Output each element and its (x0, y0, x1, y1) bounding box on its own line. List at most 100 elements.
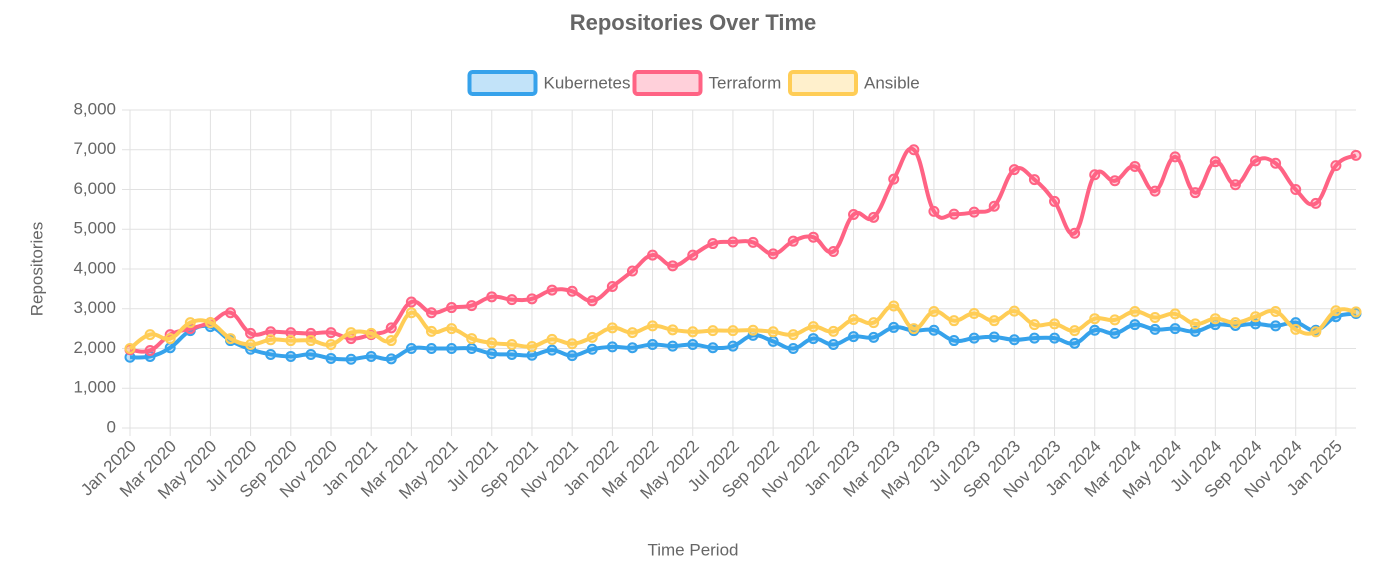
data-point (1028, 319, 1040, 331)
data-point (767, 248, 779, 260)
data-point (928, 205, 940, 217)
data-point (1129, 160, 1141, 172)
data-point (928, 306, 940, 318)
data-point (606, 341, 618, 353)
data-point (667, 340, 679, 352)
data-point (1310, 326, 1322, 338)
data-point (164, 342, 176, 354)
legend-swatch[interactable] (788, 70, 858, 96)
data-point (1129, 306, 1141, 318)
data-point (727, 325, 739, 337)
data-point (1008, 334, 1020, 346)
data-point (446, 323, 458, 335)
data-point (888, 321, 900, 333)
data-point (868, 331, 880, 343)
data-point (807, 321, 819, 333)
data-point (586, 331, 598, 343)
series-line (129, 311, 1357, 362)
data-point (566, 285, 578, 297)
data-point (988, 331, 1000, 343)
data-point (425, 307, 437, 319)
data-point (486, 291, 498, 303)
data-point (687, 249, 699, 261)
data-point (1290, 184, 1302, 195)
data-point (928, 324, 940, 336)
data-point (787, 235, 799, 247)
data-point (586, 295, 598, 307)
data-point (1089, 313, 1101, 325)
legend-item[interactable]: Terraform (632, 70, 782, 96)
data-point (1049, 318, 1061, 330)
data-point (647, 339, 659, 351)
data-point (747, 324, 759, 336)
data-point (1350, 149, 1362, 161)
data-point (1069, 325, 1081, 337)
data-point (626, 327, 638, 339)
data-point (687, 326, 699, 338)
data-point (184, 317, 196, 329)
data-point (446, 302, 458, 314)
data-point (265, 326, 277, 338)
data-point (586, 343, 598, 355)
data-point (546, 333, 558, 345)
data-point (1149, 185, 1161, 197)
y-tick-label: 5,000 (73, 219, 116, 238)
data-point (1189, 187, 1201, 199)
data-point (305, 335, 317, 347)
y-tick-label: 4,000 (73, 258, 116, 277)
legend-item[interactable]: Ansible (788, 70, 920, 96)
legend-item[interactable]: Kubernetes (467, 70, 631, 96)
data-point (144, 329, 156, 341)
data-point (626, 342, 638, 354)
data-point (1229, 317, 1241, 329)
series-line (129, 146, 1357, 354)
data-point (526, 341, 538, 353)
data-point (1109, 314, 1121, 326)
data-point (526, 349, 538, 361)
data-point (1209, 313, 1221, 325)
legend-swatch[interactable] (632, 70, 703, 96)
y-tick-label: 2,000 (73, 338, 116, 357)
data-point (285, 350, 297, 362)
legend: Kubernetes Terraform Ansible (467, 70, 920, 96)
data-point (325, 352, 337, 364)
data-point (325, 327, 337, 339)
data-point (1189, 325, 1201, 337)
data-point (385, 353, 397, 365)
data-point (1149, 311, 1161, 323)
data-point (827, 325, 839, 337)
data-point (988, 200, 1000, 212)
data-point (365, 350, 377, 362)
data-point (365, 327, 377, 339)
data-point (1089, 324, 1101, 336)
legend-label[interactable]: Ansible (864, 73, 920, 92)
data-point (405, 307, 417, 319)
data-point (224, 333, 236, 345)
data-point (868, 211, 880, 223)
data-point (466, 343, 478, 354)
data-point (707, 325, 719, 337)
data-point (526, 293, 538, 305)
data-point (164, 333, 176, 345)
data-point (687, 339, 699, 351)
data-point (345, 353, 357, 365)
data-point (747, 236, 759, 248)
data-point (1069, 337, 1081, 349)
series-line (128, 303, 1357, 351)
data-point (1290, 323, 1302, 335)
legend-label[interactable]: Kubernetes (544, 73, 631, 92)
data-point (787, 343, 799, 354)
data-point (707, 238, 719, 250)
data-point (968, 332, 980, 344)
data-point (667, 324, 679, 336)
data-point (466, 300, 478, 312)
data-point (1169, 151, 1181, 163)
data-point (305, 348, 317, 360)
y-tick-label: 0 (107, 417, 116, 436)
data-point (1049, 332, 1061, 344)
legend-swatch[interactable] (467, 70, 538, 96)
data-point (546, 344, 558, 356)
data-point (1350, 306, 1362, 318)
data-point (325, 339, 337, 351)
legend-label[interactable]: Terraform (709, 73, 782, 92)
